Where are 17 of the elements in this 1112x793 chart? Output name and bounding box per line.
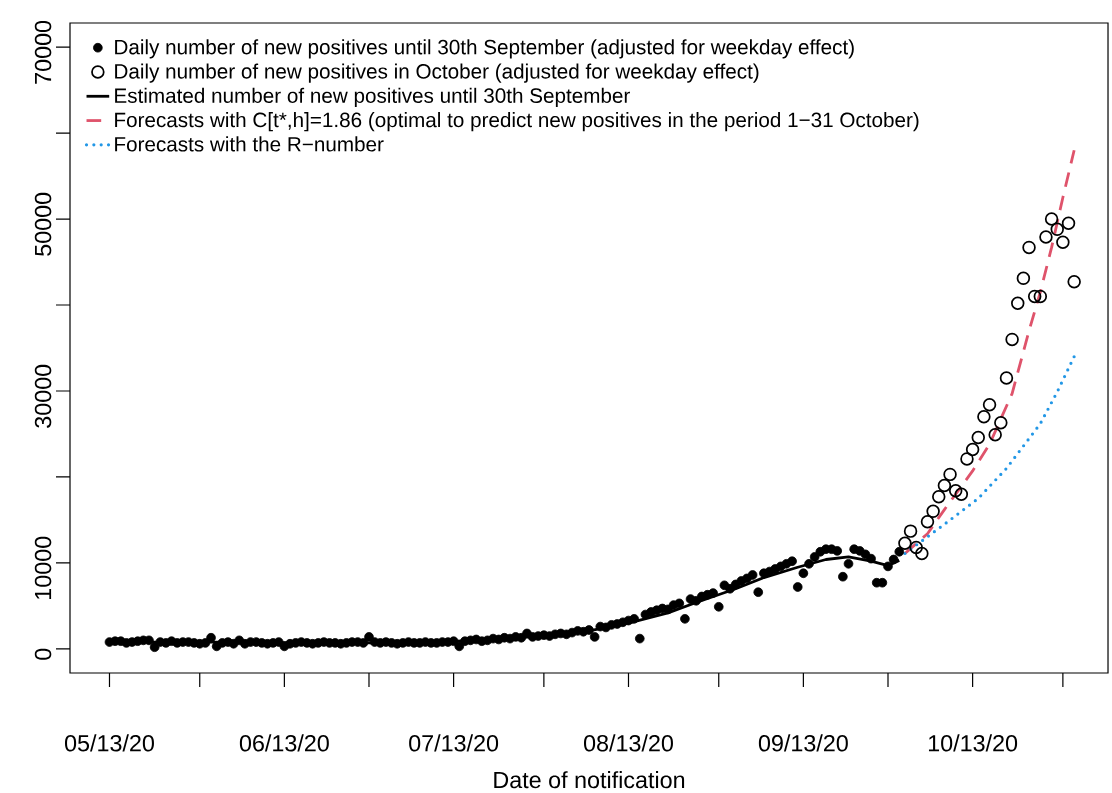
y-tick-label: 50000 (34, 192, 52, 256)
x-tick-label: 07/13/20 (409, 734, 499, 752)
legend-label: Estimated number of new positives until 30th September (115, 87, 630, 108)
x-tick-label: 08/13/20 (584, 734, 673, 752)
x-tick-label: 10/13/20 (928, 734, 1018, 752)
x-axis-title: Date of notification (494, 771, 685, 789)
x-tick-label: 09/13/20 (758, 734, 848, 752)
y-tick-label: 0 (34, 648, 52, 660)
legend-label: Daily number of new positives until 30th September (adjusted for weekday effect) (115, 39, 854, 59)
y-tick-label: 30000 (34, 364, 52, 428)
x-tick-label: 05/13/20 (64, 734, 154, 752)
y-tick-label: 10000 (34, 536, 52, 599)
y-tick-label: 70000 (34, 20, 52, 84)
legend-label: Forecasts with the R−number (115, 136, 384, 152)
legend-label: Daily number of new positives in October (adjusted for weekday effect) (115, 63, 759, 83)
x-tick-label: 06/13/20 (239, 734, 329, 752)
legend-label: Forecasts with C[t*,h]=1.86 (optimal to predict new positives in the period 1−31 October) (115, 112, 919, 132)
